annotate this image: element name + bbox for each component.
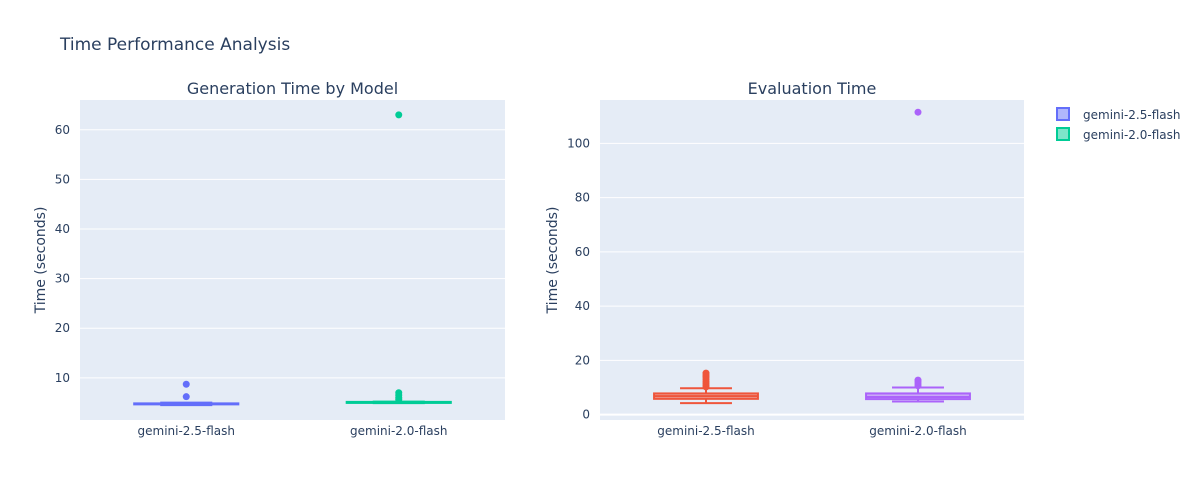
legend-label: gemini-2.5-flash <box>1083 108 1180 122</box>
x-tick-label: gemini-2.0-flash <box>869 424 966 438</box>
x-tick-label: gemini-2.5-flash <box>657 424 754 438</box>
outlier-point <box>395 389 403 397</box>
y-tick-label: 50 <box>55 172 70 186</box>
outlier-point <box>182 393 190 401</box>
y-tick-label: 30 <box>55 272 70 286</box>
y-tick-label: 10 <box>55 371 70 385</box>
y-tick-label: 100 <box>567 136 590 150</box>
evaluation-time-panel: Evaluation Time Time (seconds) 0 20 40 60 80… <box>545 79 1024 438</box>
box-gemini-2.0-flash <box>345 111 452 405</box>
box-gemini-2.5-flash <box>133 380 240 407</box>
plot-area-generation <box>80 100 505 420</box>
y-tick-label: 40 <box>55 222 70 236</box>
y-tick-label: 60 <box>55 123 70 137</box>
subplot-title-evaluation: Evaluation Time <box>748 79 877 98</box>
y-tick-label: 20 <box>575 353 590 367</box>
legend-label: gemini-2.0-flash <box>1083 128 1180 142</box>
outlier-point <box>395 111 403 119</box>
box-gemini-2.5-flash <box>653 369 759 405</box>
box-gemini-2.0-flash <box>865 108 971 403</box>
y-tick-label: 80 <box>575 191 590 205</box>
x-tick-label: gemini-2.0-flash <box>350 424 447 438</box>
outlier-point <box>182 380 190 388</box>
x-tick-label: gemini-2.5-flash <box>138 424 235 438</box>
y-axis-title-generation: Time (seconds) <box>33 207 49 315</box>
subplot-title-generation: Generation Time by Model <box>187 79 398 98</box>
outlier-point <box>914 108 922 116</box>
y-tick-label: 60 <box>575 245 590 259</box>
y-tick-label: 0 <box>582 408 590 422</box>
legend-swatch <box>1056 107 1070 121</box>
legend: gemini-2.5-flash gemini-2.0-flash <box>1056 107 1180 142</box>
y-axis-title-evaluation: Time (seconds) <box>545 207 561 315</box>
outlier-point <box>702 369 710 377</box>
plot-area-evaluation <box>600 100 1024 420</box>
y-tick-label: 20 <box>55 321 70 335</box>
chart-title: Time Performance Analysis <box>59 35 290 55</box>
y-tick-label: 40 <box>575 299 590 313</box>
generation-time-panel: Generation Time by Model Time (seconds) … <box>33 79 505 438</box>
outlier-point <box>914 376 922 384</box>
legend-item-gemini-2-0-flash[interactable]: gemini-2.0-flash <box>1056 127 1180 142</box>
legend-item-gemini-2-5-flash[interactable]: gemini-2.5-flash <box>1056 107 1180 122</box>
legend-swatch <box>1056 127 1070 141</box>
